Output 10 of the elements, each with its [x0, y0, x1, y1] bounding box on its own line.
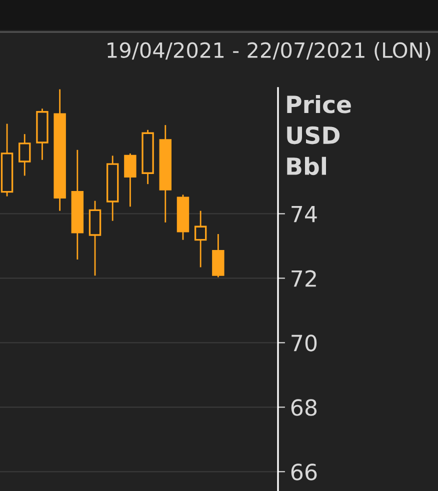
candlestick: [18, 133, 31, 176]
text: 19/04/2021 - 22/07/2021 (LON): [108, 42, 430, 60]
y-tick-label: 74: [292, 206, 317, 222]
y-tick-label: 72: [292, 270, 316, 287]
candlestick: [194, 210, 207, 268]
y-tick-label: 68: [291, 399, 317, 416]
y-tick-label: 70: [292, 334, 317, 352]
y-axis-title: Price USD Bbl: [287, 95, 351, 176]
candlestick: [124, 152, 136, 208]
y-tick-label: 66: [291, 464, 317, 480]
